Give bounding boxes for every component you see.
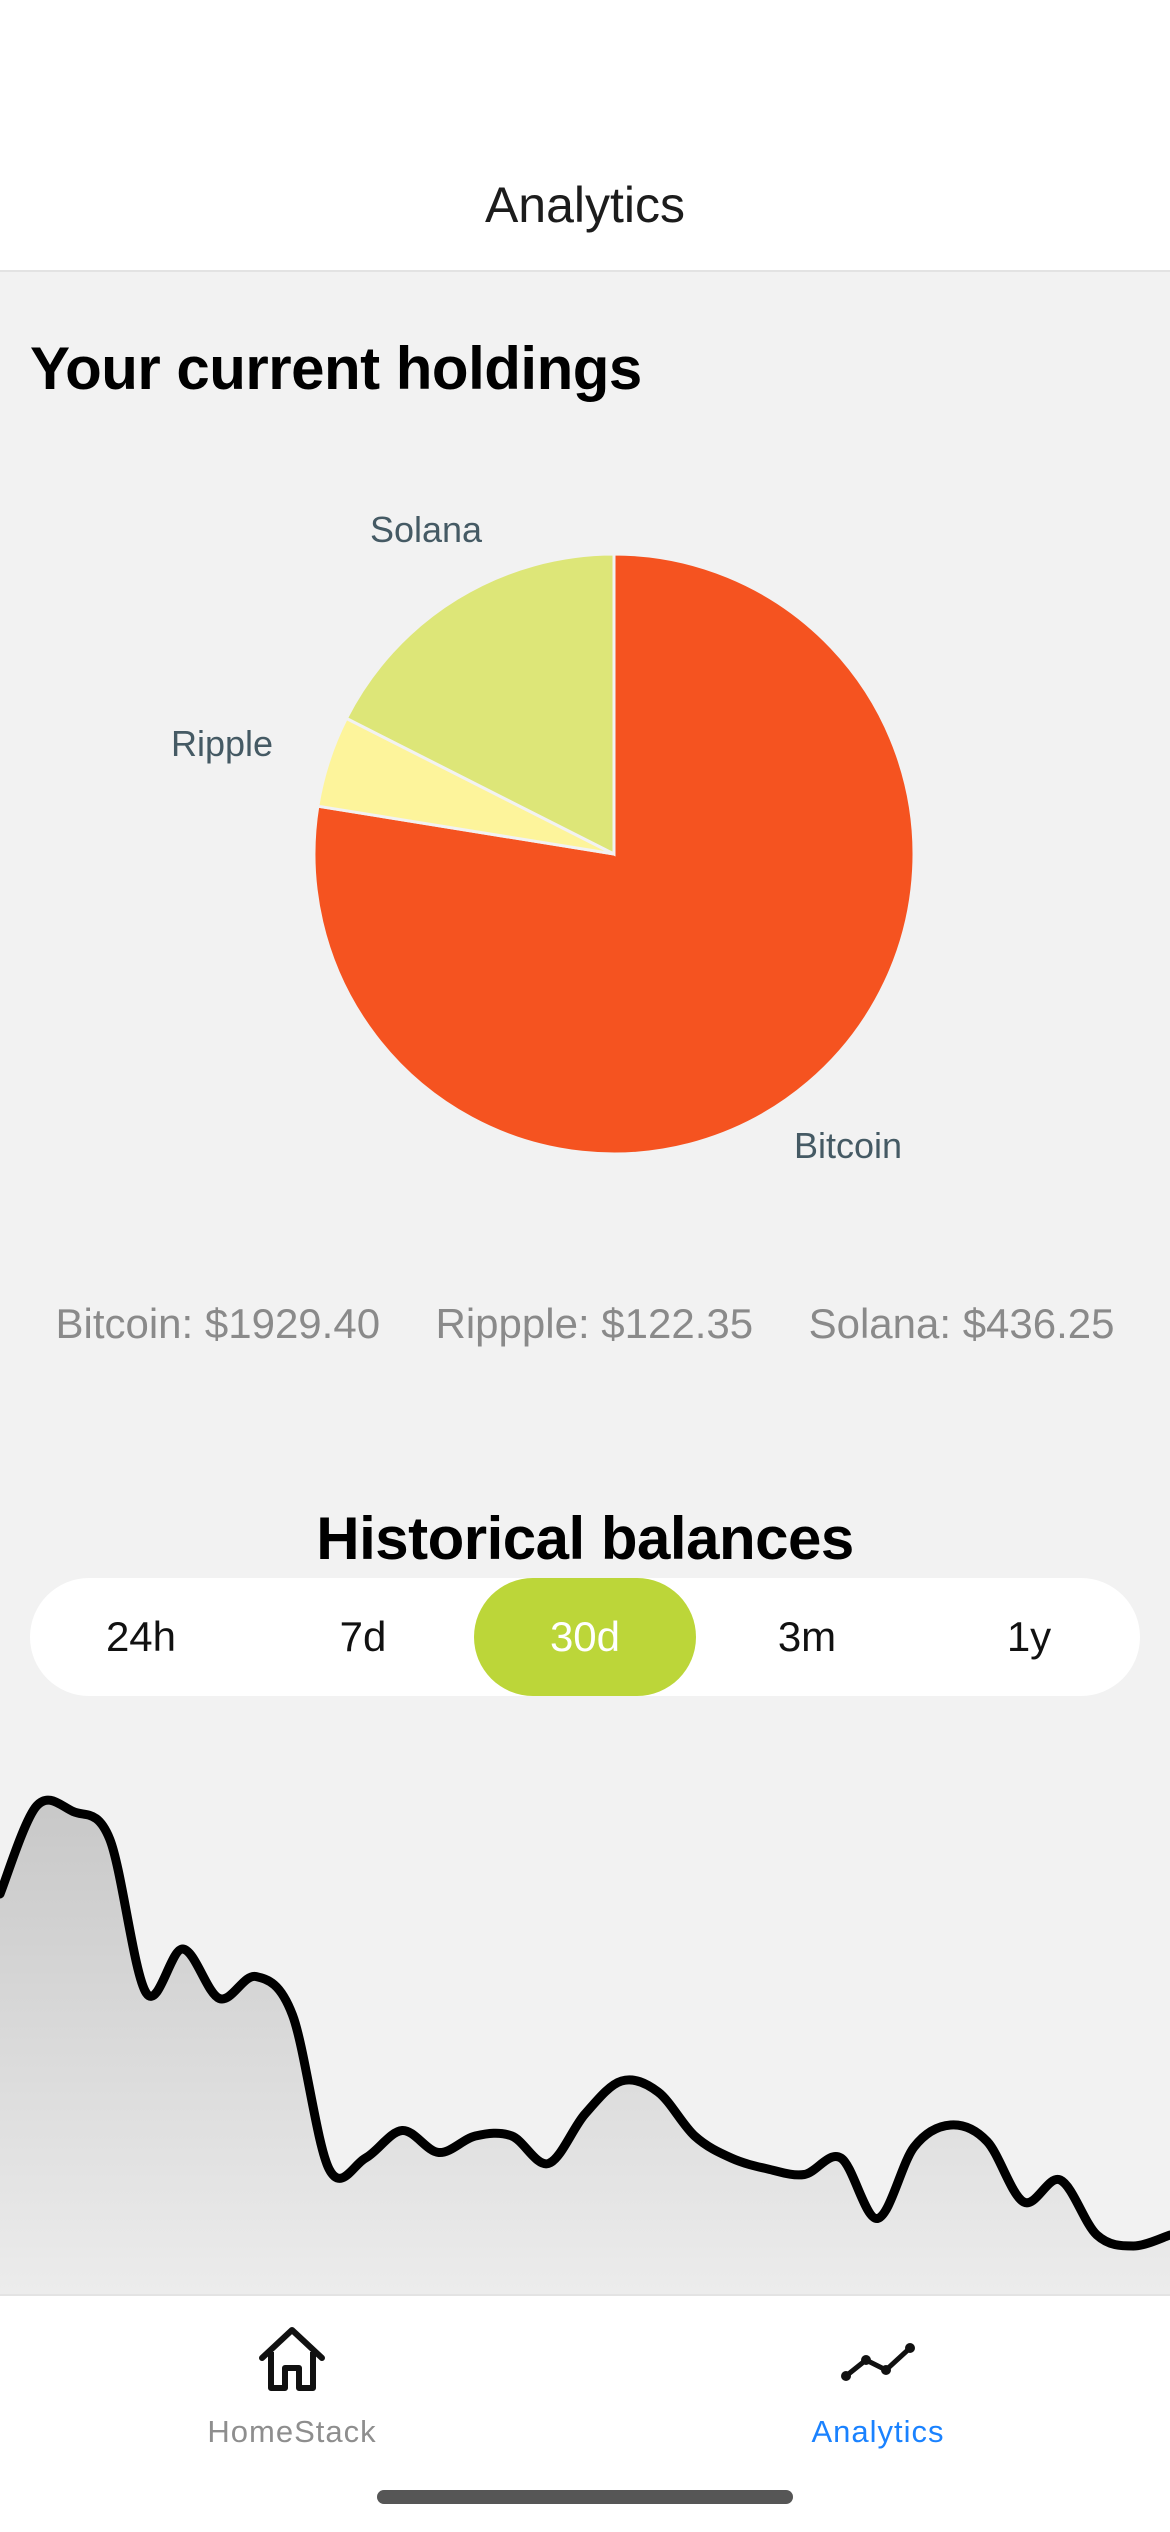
home-indicator <box>377 2490 793 2504</box>
solana-value: Solana: $436.25 <box>808 1300 1115 1347</box>
holdings-pie-chart: Bitcoin Ripple Solana <box>171 509 916 1166</box>
pie-label-ripple: Ripple <box>171 723 273 764</box>
range-3m-button[interactable]: 3m <box>777 1613 837 1660</box>
history-area-chart <box>0 1795 1170 2294</box>
range-7d-button[interactable]: 7d <box>339 1613 387 1660</box>
pie-label-solana: Solana <box>370 509 483 550</box>
tab-analytics[interactable]: Analytics <box>728 2320 1028 2470</box>
holdings-values: Bitcoin: $1929.40 Rippple: $122.35 Solan… <box>0 1300 1170 1348</box>
range-24h-button[interactable]: 24h <box>105 1613 177 1660</box>
range-1y-button[interactable]: 1y <box>1006 1613 1052 1660</box>
home-icon <box>259 2327 325 2391</box>
range-30d-button[interactable]: 30d <box>474 1578 696 1696</box>
holdings-title: Your current holdings <box>30 335 642 402</box>
tab-homestack[interactable]: HomeStack <box>142 2320 442 2470</box>
trend-line-icon <box>841 2343 915 2381</box>
bitcoin-value: Bitcoin: $1929.40 <box>55 1300 381 1347</box>
pie-slice-solana <box>344 552 616 857</box>
nav-header: Analytics <box>0 0 1170 272</box>
area-fill <box>0 1800 1170 2294</box>
history-title: Historical balances <box>316 1505 854 1572</box>
range-selector: 24h 7d 30d 3m 1y <box>30 1578 1140 1696</box>
balance-series-line <box>0 1795 1170 2251</box>
tab-analytics-label: Analytics <box>811 2414 945 2449</box>
pie-label-bitcoin: Bitcoin <box>794 1125 902 1166</box>
page-title: Analytics <box>484 177 686 233</box>
tab-homestack-label: HomeStack <box>207 2414 377 2449</box>
ripple-value: Rippple: $122.35 <box>435 1300 754 1347</box>
